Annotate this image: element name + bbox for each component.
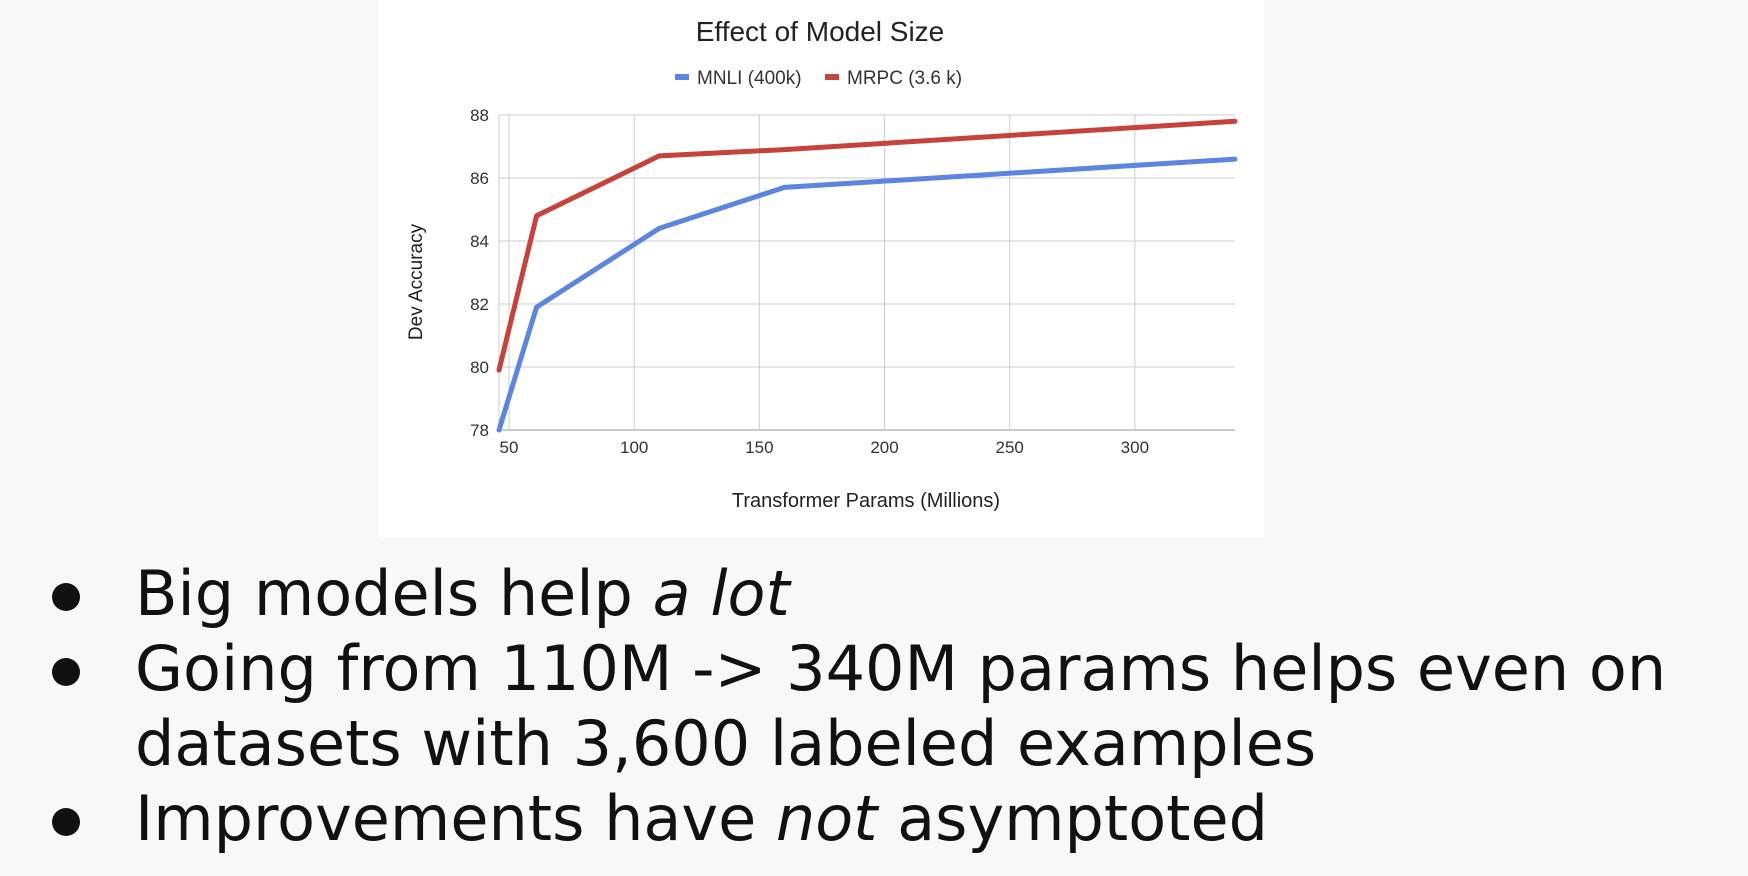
legend-label: MRPC (3.6 k) xyxy=(847,68,962,89)
chart-series xyxy=(496,118,1238,433)
y-tick-label: 80 xyxy=(470,358,489,377)
x-tick-label: 100 xyxy=(620,438,648,457)
bullet-list: Big models help a lot Going from 110M ->… xyxy=(44,556,1734,856)
bullet-item: Big models help a lot xyxy=(44,556,1734,631)
bullet-icon xyxy=(52,808,80,836)
chart-card: Effect of Model Size MNLI (400k) MRPC (3.… xyxy=(378,0,1264,538)
y-tick-label: 78 xyxy=(470,421,489,440)
x-axis-label: Transformer Params (Millions) xyxy=(732,490,1000,512)
chart-title: Effect of Model Size xyxy=(696,16,945,47)
chart-legend: MNLI (400k) MRPC (3.6 k) xyxy=(675,68,962,89)
bullet-text-after: asymptoted xyxy=(877,782,1268,855)
y-tick-label: 84 xyxy=(470,232,489,251)
bullet-text: Big models help xyxy=(135,557,653,630)
x-tick-label: 300 xyxy=(1121,438,1149,457)
legend-swatch xyxy=(825,74,839,80)
chart-grid xyxy=(498,114,1235,431)
y-tick-label: 88 xyxy=(470,106,489,125)
line-chart: Effect of Model Size MNLI (400k) MRPC (3.… xyxy=(406,16,1238,512)
legend-label: MNLI (400k) xyxy=(697,68,802,89)
bullet-item: Going from 110M -> 340M params helps eve… xyxy=(44,631,1734,781)
x-tick-label: 150 xyxy=(745,438,773,457)
bullet-icon xyxy=(52,658,80,686)
bullet-item: Improvements have not asymptoted xyxy=(44,781,1734,856)
bullet-icon xyxy=(52,583,80,611)
y-tick-label: 82 xyxy=(470,295,489,314)
y-tick-label: 86 xyxy=(470,169,489,188)
bullet-emphasis: a lot xyxy=(652,557,790,630)
x-axis-ticks: 50 100 150 200 250 300 xyxy=(500,438,1149,457)
bullet-emphasis: not xyxy=(775,782,878,855)
bullet-text: Going from 110M -> 340M params helps eve… xyxy=(135,632,1667,780)
legend-swatch xyxy=(675,74,689,80)
x-tick-label: 200 xyxy=(870,438,898,457)
y-axis-ticks: 78 80 82 84 86 88 xyxy=(470,106,489,440)
x-tick-label: 50 xyxy=(500,438,519,457)
series-line-0 xyxy=(496,156,1238,433)
y-axis-label: Dev Accuracy xyxy=(406,223,427,340)
series-line-1 xyxy=(496,118,1238,373)
x-tick-label: 250 xyxy=(996,438,1024,457)
bullet-text: Improvements have xyxy=(135,782,776,855)
